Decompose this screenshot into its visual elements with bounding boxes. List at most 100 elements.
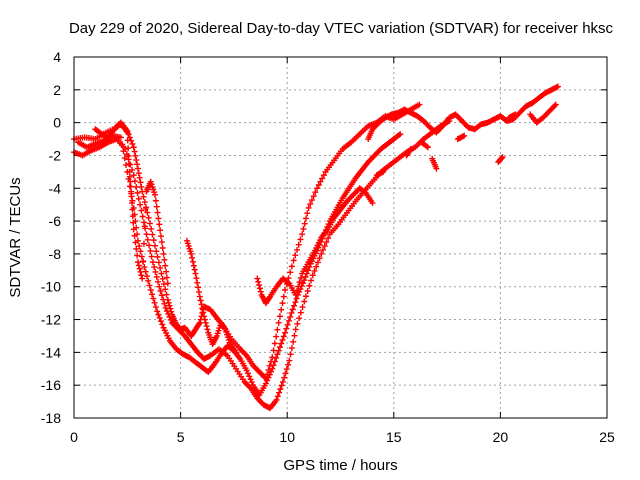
- data-point: [163, 308, 170, 315]
- data-point: [188, 250, 195, 257]
- data-point: [143, 273, 150, 280]
- data-point: [305, 204, 312, 211]
- data-point: [311, 267, 318, 274]
- data-point: [163, 274, 170, 281]
- data-point: [149, 231, 156, 238]
- data-point: [159, 275, 166, 282]
- data-point: [166, 313, 173, 320]
- data-point: [141, 223, 148, 230]
- data-point: [138, 207, 145, 214]
- y-tick-label: 0: [53, 115, 61, 131]
- data-point: [140, 193, 147, 200]
- data-point: [133, 183, 140, 190]
- data-point: [307, 201, 314, 208]
- data-point: [140, 219, 147, 226]
- data-point: [256, 285, 263, 292]
- data-point: [294, 246, 301, 253]
- data-point: [152, 191, 159, 198]
- data-point: [128, 193, 135, 200]
- data-point: [314, 185, 321, 192]
- data-point: [299, 231, 306, 238]
- data-point: [301, 298, 308, 305]
- data-point: [416, 101, 423, 108]
- data-point: [146, 220, 153, 227]
- data-point: [283, 325, 290, 332]
- data-point: [248, 379, 255, 386]
- data-point: [128, 200, 135, 207]
- data-point: [277, 386, 284, 393]
- data-point: [165, 310, 172, 317]
- data-point: [293, 295, 300, 302]
- data-point: [151, 264, 158, 271]
- data-point: [276, 313, 283, 320]
- data-point: [157, 287, 164, 294]
- data-point: [433, 165, 440, 172]
- data-point: [155, 311, 162, 318]
- data-point: [297, 274, 304, 281]
- data-point: [395, 132, 402, 139]
- data-point: [283, 366, 290, 373]
- data-point: [246, 373, 253, 380]
- y-tick-label: 2: [53, 82, 61, 98]
- data-point: [165, 299, 172, 306]
- data-point: [201, 313, 208, 320]
- data-point: [301, 277, 308, 284]
- data-point: [136, 174, 143, 181]
- data-point: [319, 175, 326, 182]
- data-point: [152, 197, 159, 204]
- data-point: [288, 309, 295, 316]
- data-point: [136, 265, 143, 272]
- data-point: [287, 313, 294, 320]
- data-point: [304, 287, 311, 294]
- data-point: [233, 349, 240, 356]
- data-point: [461, 132, 468, 139]
- data-point: [292, 326, 299, 333]
- data-point: [151, 299, 158, 306]
- data-point: [282, 287, 289, 294]
- data-point: [201, 316, 208, 323]
- data-point: [280, 293, 287, 300]
- data-point: [323, 239, 330, 246]
- data-point: [299, 304, 306, 311]
- data-point: [294, 320, 301, 327]
- data-point: [315, 181, 322, 188]
- data-point: [196, 293, 203, 300]
- data-point: [163, 268, 170, 275]
- data-point: [135, 170, 142, 177]
- data-point: [148, 253, 155, 260]
- y-tick-label: -16: [41, 377, 61, 393]
- y-tick-label: -12: [41, 312, 61, 328]
- x-axis-title: GPS time / hours: [283, 457, 397, 474]
- data-point: [132, 152, 139, 159]
- data-point: [147, 287, 154, 294]
- data-point: [124, 137, 131, 144]
- data-point: [274, 393, 281, 400]
- data-point: [302, 273, 309, 280]
- data-point: [136, 243, 143, 250]
- data-point: [271, 340, 278, 347]
- data-point: [289, 306, 296, 313]
- data-point: [152, 304, 159, 311]
- data-point: [265, 374, 272, 381]
- data-point: [134, 165, 141, 172]
- data-point: [189, 258, 196, 265]
- data-point: [304, 210, 311, 217]
- data-point: [153, 248, 160, 255]
- data-point: [325, 235, 332, 242]
- data-point: [308, 197, 315, 204]
- data-point: [299, 280, 306, 287]
- data-point: [295, 241, 302, 248]
- data-point: [200, 309, 207, 316]
- data-point: [266, 371, 273, 378]
- y-tick-label: -10: [41, 279, 61, 295]
- data-point: [156, 314, 163, 321]
- data-point: [314, 259, 321, 266]
- data-point: [131, 148, 138, 155]
- data-point: [191, 266, 198, 273]
- data-point: [138, 183, 145, 190]
- data-point: [302, 293, 309, 300]
- data-points-layer: [71, 83, 561, 412]
- data-point: [141, 199, 148, 206]
- data-point: [282, 370, 289, 377]
- data-point: [297, 309, 304, 316]
